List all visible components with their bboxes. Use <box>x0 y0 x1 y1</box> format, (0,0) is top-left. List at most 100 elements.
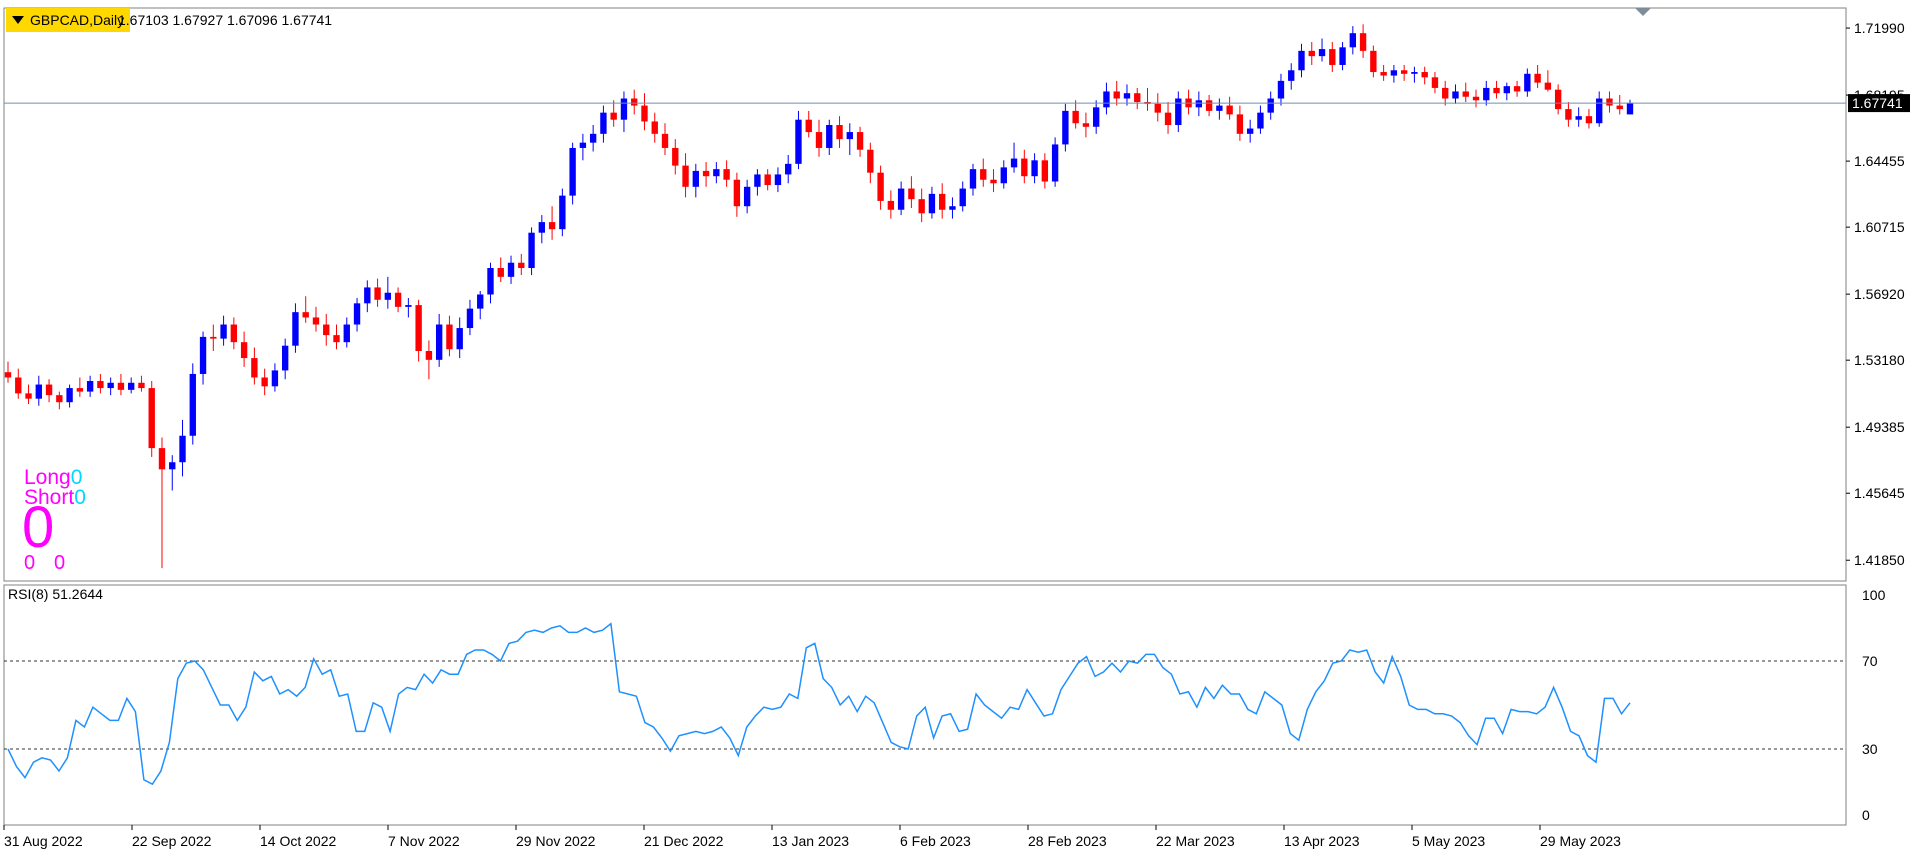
candle[interactable] <box>1308 42 1315 65</box>
candle-body[interactable] <box>281 345 289 371</box>
candle-body[interactable] <box>1462 91 1469 97</box>
candle-body[interactable] <box>97 381 104 389</box>
candle-body[interactable] <box>1092 107 1100 127</box>
candle[interactable] <box>846 123 853 156</box>
candle[interactable] <box>764 169 771 191</box>
candle[interactable] <box>1267 91 1274 120</box>
candle[interactable] <box>1072 100 1079 129</box>
candle[interactable] <box>148 381 155 457</box>
candle[interactable] <box>548 206 556 240</box>
candle-body[interactable] <box>128 382 135 390</box>
candle[interactable] <box>1123 84 1131 106</box>
candle[interactable] <box>569 142 576 205</box>
candle[interactable] <box>240 331 248 367</box>
candle-body[interactable] <box>692 170 699 187</box>
candle[interactable] <box>1503 82 1510 101</box>
candle[interactable] <box>210 324 217 351</box>
candle-body[interactable] <box>743 186 751 207</box>
candle-body[interactable] <box>1442 87 1449 99</box>
candle-body[interactable] <box>302 312 309 318</box>
candle[interactable] <box>702 162 710 187</box>
candle-body[interactable] <box>107 382 114 389</box>
candle-body[interactable] <box>1565 109 1572 120</box>
candle-body[interactable] <box>1359 33 1367 51</box>
candle-body[interactable] <box>1400 70 1408 74</box>
candle[interactable] <box>1164 102 1172 134</box>
candle-body[interactable] <box>189 373 196 436</box>
candle-body[interactable] <box>1493 87 1500 94</box>
candle[interactable] <box>333 324 340 350</box>
candle[interactable] <box>158 437 166 569</box>
candle[interactable] <box>1462 82 1469 103</box>
candle[interactable] <box>1554 84 1562 115</box>
candle-body[interactable] <box>620 98 628 120</box>
candle-body[interactable] <box>56 395 63 403</box>
candle[interactable] <box>815 119 823 157</box>
candle[interactable] <box>302 296 309 323</box>
candle[interactable] <box>477 290 484 320</box>
candle-body[interactable] <box>497 268 504 277</box>
candle-body[interactable] <box>117 382 125 390</box>
price-panel[interactable] <box>3 7 1847 582</box>
candle[interactable] <box>579 133 587 161</box>
candle[interactable] <box>169 455 176 491</box>
candle-body[interactable] <box>507 262 515 277</box>
candle-body[interactable] <box>846 132 853 140</box>
candle-body[interactable] <box>333 335 340 343</box>
candle-body[interactable] <box>1554 89 1562 110</box>
candle[interactable] <box>1534 64 1541 88</box>
candle[interactable] <box>754 169 761 196</box>
candle-body[interactable] <box>138 382 145 389</box>
candle[interactable] <box>281 338 289 380</box>
candle-body[interactable] <box>1596 98 1603 124</box>
candle-body[interactable] <box>723 169 730 180</box>
candle-body[interactable] <box>1021 158 1028 177</box>
candle-body[interactable] <box>1236 114 1244 134</box>
candle[interactable] <box>589 125 597 152</box>
candle-body[interactable] <box>251 358 258 378</box>
candle-body[interactable] <box>939 193 946 210</box>
candle-body[interactable] <box>877 172 884 201</box>
candle-body[interactable] <box>1411 72 1418 74</box>
candle[interactable] <box>138 375 145 392</box>
candle-body[interactable] <box>210 336 217 339</box>
candle-body[interactable] <box>1308 50 1315 57</box>
candle[interactable] <box>1041 153 1049 189</box>
candle[interactable] <box>1575 107 1582 127</box>
candle-body[interactable] <box>928 193 936 214</box>
candle-body[interactable] <box>179 435 186 463</box>
candle[interactable] <box>733 172 741 217</box>
candle-body[interactable] <box>631 98 638 106</box>
candle[interactable] <box>887 190 895 219</box>
candle-body[interactable] <box>1616 105 1623 110</box>
candle-body[interactable] <box>45 384 53 396</box>
candle-body[interactable] <box>682 165 689 187</box>
candle[interactable] <box>1390 64 1398 83</box>
candle[interactable] <box>86 375 94 397</box>
candle[interactable] <box>1585 109 1593 129</box>
candle-body[interactable] <box>1010 158 1018 168</box>
candle-body[interactable] <box>343 324 350 343</box>
candle-body[interactable] <box>1103 91 1110 108</box>
candle-body[interactable] <box>641 105 648 122</box>
candle-body[interactable] <box>1431 77 1439 88</box>
candle[interactable] <box>1175 91 1182 133</box>
candle[interactable] <box>651 112 658 143</box>
candle[interactable] <box>1257 105 1264 134</box>
candle[interactable] <box>76 377 84 397</box>
candle[interactable] <box>949 197 956 219</box>
candle-body[interactable] <box>805 119 812 133</box>
candle-body[interactable] <box>199 336 207 374</box>
candle[interactable] <box>97 373 104 394</box>
candle[interactable] <box>261 368 268 396</box>
candle[interactable] <box>1318 38 1326 62</box>
candle[interactable] <box>1483 80 1490 106</box>
candle-body[interactable] <box>466 308 474 329</box>
candle-body[interactable] <box>918 199 925 214</box>
candle-body[interactable] <box>1205 100 1213 111</box>
candle-body[interactable] <box>1524 73 1531 92</box>
candle-body[interactable] <box>435 324 443 360</box>
candle[interactable] <box>1370 45 1377 78</box>
candle-body[interactable] <box>1000 167 1007 184</box>
candle-body[interactable] <box>600 112 607 134</box>
